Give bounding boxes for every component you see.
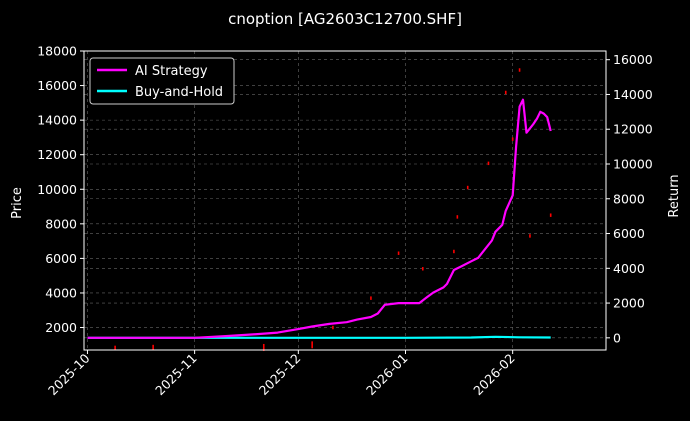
x-tick-label: 2025-12 xyxy=(256,351,304,399)
series-line-strategy xyxy=(87,98,552,339)
y2-tick-label: 0 xyxy=(613,330,621,345)
y2-tick-label: 2000 xyxy=(613,296,645,311)
y-tick-label: 6000 xyxy=(45,251,77,266)
y-tick-label: 8000 xyxy=(45,216,77,231)
y2-tick-label: 4000 xyxy=(613,261,645,276)
chart-title: cnoption [AG2603C12700.SHF] xyxy=(228,10,462,28)
series-layer xyxy=(87,98,552,339)
candle-layer xyxy=(114,68,552,352)
y-tick-label: 18000 xyxy=(37,44,77,59)
legend-label-strategy: AI Strategy xyxy=(135,64,208,79)
legend: AI Strategy Buy-and-Hold xyxy=(89,57,235,105)
y2-tick-label: 12000 xyxy=(613,122,653,137)
y2-axis-title: Return xyxy=(667,174,682,217)
y2-tick-label: 6000 xyxy=(613,226,645,241)
y-tick-label: 4000 xyxy=(45,285,77,300)
y-tick-label: 16000 xyxy=(37,78,77,93)
y2-tick-label: 14000 xyxy=(613,87,653,102)
y2-tick-label: 8000 xyxy=(613,191,645,206)
plot-frame xyxy=(83,50,607,351)
x-tick-label: 2026-02 xyxy=(470,351,518,399)
x-tick-label: 2026-01 xyxy=(363,351,411,399)
x-tick-label: 2025-11 xyxy=(152,351,200,399)
y-tick-label: 14000 xyxy=(37,113,77,128)
y-axis-title: Price xyxy=(10,187,25,219)
left-axis-ticks: 2000 4000 6000 8000 10000 12000 14000 16000 1800… xyxy=(37,44,84,335)
y-tick-label: 12000 xyxy=(37,147,77,162)
y2-tick-label: 16000 xyxy=(613,52,653,67)
right-axis-ticks: 0 2000 4000 6000 8000 10000 12000 14000 16000 xyxy=(606,52,653,345)
y2-tick-label: 10000 xyxy=(613,156,653,171)
y-tick-label: 10000 xyxy=(37,182,77,197)
x-tick-label: 2025-10 xyxy=(45,350,93,398)
y-tick-label: 2000 xyxy=(45,320,77,335)
legend-label-buyhold: Buy-and-Hold xyxy=(135,85,223,100)
gridlines xyxy=(84,50,606,350)
x-axis-ticks: 2025-10 2025-11 2025-12 2026-01 2026-02 xyxy=(45,350,518,398)
